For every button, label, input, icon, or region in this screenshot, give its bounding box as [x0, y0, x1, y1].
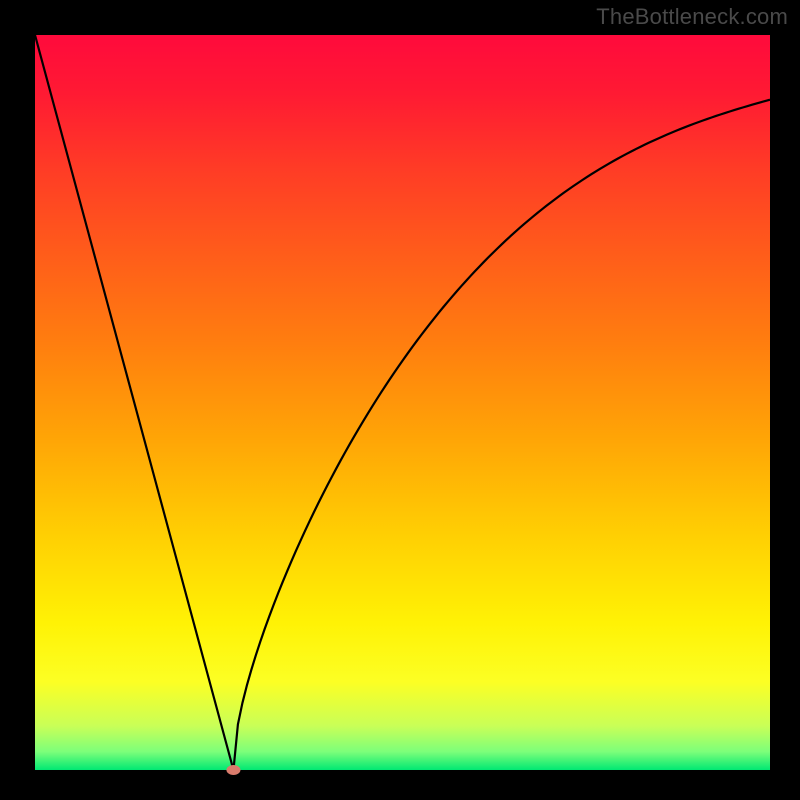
- plot-area-gradient: [35, 35, 770, 770]
- chart-container: TheBottleneck.com: [0, 0, 800, 800]
- optimal-point-marker: [226, 765, 240, 775]
- bottleneck-chart: [0, 0, 800, 800]
- watermark-label: TheBottleneck.com: [596, 4, 788, 30]
